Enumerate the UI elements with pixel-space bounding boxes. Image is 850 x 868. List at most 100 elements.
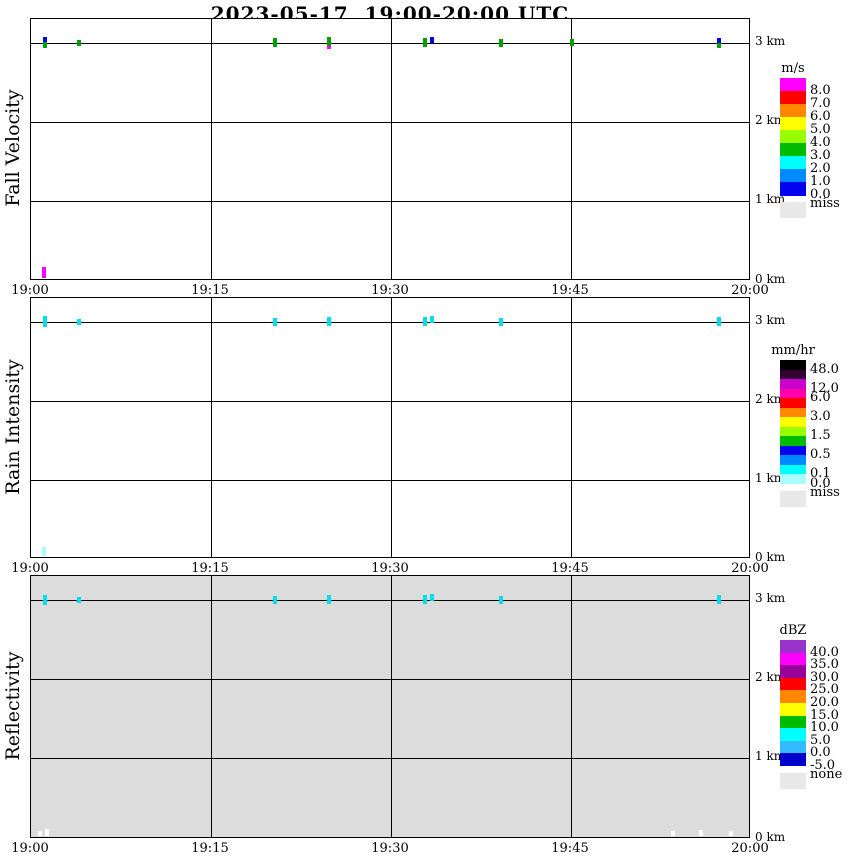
y-tick-label: 0 km (755, 830, 786, 844)
colorbar-segment (780, 398, 806, 408)
colorbar-tick-label: 1.5 (810, 428, 831, 443)
colorbar-tick-label: 5.0 (810, 732, 831, 748)
colorbar-segment (780, 652, 806, 666)
colorbar-segment (780, 407, 806, 418)
data-mark (430, 316, 434, 323)
data-mark (423, 595, 427, 604)
x-tick-label: 19:00 (11, 841, 49, 856)
colorbar-tick-label: 48.0 (810, 361, 839, 377)
colorbar-unit-label: mm/hr (771, 343, 815, 358)
x-tick-label: 19:00 (11, 561, 49, 576)
data-mark (499, 596, 503, 604)
gridline-vertical (211, 19, 212, 279)
y-tick-label: 0 km (755, 550, 786, 564)
colorbar-segment (780, 640, 806, 654)
colorbar-segment (780, 703, 806, 717)
colorbar-segment (780, 169, 806, 183)
colorbar-segment (780, 379, 806, 389)
data-mark (43, 316, 47, 327)
colorbar-tick-label: 8.0 (810, 83, 831, 98)
colorbar-tick-label: 6.0 (810, 109, 831, 124)
colorbar-missing-label: none (810, 767, 843, 782)
data-mark (273, 318, 277, 326)
data-mark (717, 317, 721, 326)
gridline-horizontal (31, 201, 749, 202)
colorbar-missing-swatch (780, 490, 806, 507)
colorbar-segment (780, 715, 806, 729)
x-tick-label: 19:30 (371, 283, 409, 298)
data-mark (717, 595, 721, 604)
colorbar-segment (780, 417, 806, 427)
data-mark (43, 42, 47, 48)
x-tick-label: 20:00 (731, 841, 769, 856)
colorbar-tick-label: 0.5 (810, 447, 831, 462)
data-mark (77, 319, 81, 325)
colorbar-tick-label: 5.0 (810, 122, 831, 137)
colorbar-segment (780, 360, 806, 370)
data-mark (423, 38, 427, 47)
colorbar-segment (780, 436, 806, 446)
gridline-horizontal (31, 401, 749, 402)
colorbar-tick-label: 0.1 (810, 466, 831, 481)
colorbar-segment (780, 740, 806, 754)
data-mark (273, 596, 277, 604)
colorbar-tick-label: 6.0 (810, 390, 831, 405)
y-tick-label: 3 km (755, 313, 786, 327)
gridline-horizontal (31, 758, 749, 759)
x-tick-label: 19:45 (551, 283, 589, 298)
data-mark (42, 267, 46, 278)
colorbar-missing-label: miss (810, 196, 840, 211)
colorbar-segment (780, 445, 806, 456)
y-tick-label: 3 km (755, 591, 786, 605)
y-tick-label: 2 km (755, 670, 786, 684)
colorbar-tick-label: 10.0 (810, 720, 839, 736)
gridline-horizontal (31, 600, 749, 601)
x-tick-label: 19:15 (191, 841, 229, 856)
data-mark (43, 595, 47, 605)
colorbar-segment (780, 474, 806, 484)
data-mark (499, 39, 503, 47)
gridline-horizontal (31, 480, 749, 481)
colorbar-segment (780, 464, 806, 475)
gridline-horizontal (31, 43, 749, 44)
colorbar-segment (780, 753, 806, 767)
x-tick-label: 19:45 (551, 841, 589, 856)
data-mark (77, 597, 81, 603)
gridline-horizontal (31, 122, 749, 123)
plot-area (30, 575, 750, 838)
colorbar-tick-label: 3.0 (810, 409, 831, 424)
colorbar-segment (780, 91, 806, 105)
colorbar-segment (780, 182, 806, 196)
x-tick-label: 19:00 (11, 283, 49, 298)
colorbar-tick-label: 15.0 (810, 707, 839, 723)
colorbar-unit-label: m/s (781, 61, 805, 76)
colorbar-unit-label: dBZ (779, 623, 807, 638)
colorbar-segment (780, 455, 806, 465)
data-mark (327, 317, 331, 326)
data-mark (273, 38, 277, 47)
y-tick-label: 0 km (755, 272, 786, 286)
data-mark (729, 831, 733, 836)
colorbar-tick-label: 20.0 (810, 695, 839, 710)
colorbar-tick-label: 25.0 (810, 682, 839, 698)
gridline-vertical (391, 19, 392, 279)
y-tick-label: 1 km (755, 471, 786, 485)
data-mark (430, 594, 434, 601)
gridline-vertical (211, 298, 212, 557)
data-mark (327, 595, 331, 604)
y-tick-label: 2 km (755, 392, 786, 406)
colorbar-missing-swatch (780, 202, 806, 218)
panel-label: Fall Velocity (2, 89, 24, 207)
colorbar-tick-label: 12.0 (810, 380, 839, 396)
colorbar-tick-label: 2.0 (810, 161, 831, 176)
colorbar-segment (780, 369, 806, 380)
x-tick-label: 20:00 (731, 561, 769, 576)
colorbar-tick-label: -5.0 (810, 758, 836, 773)
data-mark (45, 829, 49, 836)
data-mark (327, 46, 331, 49)
colorbar-segment (780, 117, 806, 131)
data-mark (42, 547, 46, 556)
colorbar-tick-label: 1.0 (810, 174, 831, 189)
colorbar-segment (780, 388, 806, 399)
panel-label: Rain Intensity (2, 358, 24, 495)
